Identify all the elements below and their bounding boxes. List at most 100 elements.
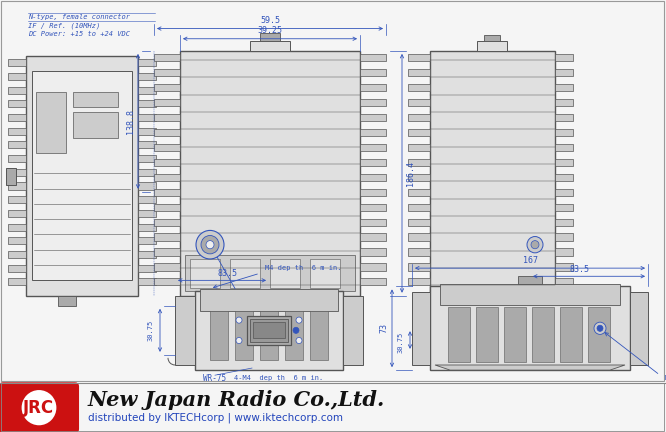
Bar	[8, 182, 26, 190]
Circle shape	[293, 327, 299, 334]
Bar	[630, 292, 648, 365]
Circle shape	[36, 187, 40, 191]
Bar	[8, 155, 26, 162]
Bar	[8, 73, 26, 80]
Bar	[8, 237, 26, 245]
Bar	[154, 69, 180, 76]
Bar	[138, 210, 156, 217]
Bar	[195, 291, 343, 370]
Bar	[6, 168, 16, 184]
Bar	[32, 71, 132, 280]
Circle shape	[527, 237, 543, 253]
Text: 4-M4  dep th  6 m in.: 4-M4 dep th 6 m in.	[234, 375, 324, 381]
Bar	[430, 286, 630, 370]
Bar	[26, 56, 138, 295]
Bar	[255, 295, 285, 306]
Bar	[138, 127, 156, 135]
Bar	[250, 41, 290, 51]
Text: JRC: JRC	[23, 399, 55, 417]
Bar	[260, 311, 278, 360]
Bar	[555, 69, 573, 76]
Text: IF / Ref. (10MHz): IF / Ref. (10MHz)	[28, 22, 101, 29]
Bar	[138, 278, 156, 286]
Bar	[555, 233, 573, 241]
Bar	[360, 203, 386, 211]
Bar	[555, 203, 573, 211]
Bar	[555, 219, 573, 226]
Bar	[360, 278, 386, 286]
Bar	[8, 141, 26, 149]
Bar	[560, 307, 582, 362]
Bar	[154, 219, 180, 226]
Circle shape	[236, 317, 242, 323]
Bar	[408, 114, 430, 121]
Bar	[555, 144, 573, 151]
Bar	[230, 259, 260, 288]
Bar	[175, 295, 195, 365]
Bar	[154, 189, 180, 196]
Bar	[154, 278, 180, 286]
Bar	[138, 265, 156, 272]
Bar	[8, 59, 26, 66]
Bar	[408, 203, 430, 211]
Bar	[555, 189, 573, 196]
Bar	[408, 278, 430, 286]
Circle shape	[594, 322, 606, 334]
Circle shape	[124, 171, 128, 175]
Polygon shape	[435, 365, 625, 370]
Bar	[154, 233, 180, 241]
Bar	[73, 112, 118, 138]
Bar	[408, 264, 430, 270]
Circle shape	[236, 337, 242, 343]
Circle shape	[124, 248, 128, 252]
Circle shape	[206, 241, 214, 249]
Text: M4  dep th  6 m in.: M4 dep th 6 m in.	[665, 375, 666, 381]
Text: 83.5: 83.5	[570, 265, 590, 273]
Circle shape	[531, 241, 539, 249]
Bar	[360, 84, 386, 91]
Circle shape	[36, 232, 40, 237]
Bar	[8, 265, 26, 272]
Bar	[555, 54, 573, 61]
Bar	[430, 51, 555, 295]
Bar	[8, 223, 26, 231]
Bar	[138, 155, 156, 162]
Bar	[138, 59, 156, 66]
Bar	[8, 251, 26, 258]
Bar	[190, 259, 220, 288]
Bar	[360, 69, 386, 76]
Bar	[360, 54, 386, 61]
Bar	[154, 144, 180, 151]
Bar	[360, 174, 386, 181]
Bar	[476, 307, 498, 362]
Text: 83.5: 83.5	[217, 269, 237, 278]
Bar	[408, 144, 430, 151]
Bar	[360, 219, 386, 226]
Bar	[555, 114, 573, 121]
Bar	[185, 255, 355, 291]
Circle shape	[29, 277, 35, 284]
Bar	[154, 129, 180, 136]
Bar	[138, 86, 156, 94]
Bar	[360, 129, 386, 136]
Bar	[138, 169, 156, 176]
Bar	[555, 264, 573, 270]
Bar	[58, 295, 76, 306]
Bar	[518, 276, 542, 284]
Bar	[8, 169, 26, 176]
Bar	[310, 311, 328, 360]
Bar	[138, 100, 156, 108]
Circle shape	[129, 68, 135, 75]
Bar	[555, 84, 573, 91]
Bar	[154, 264, 180, 270]
Bar	[408, 248, 430, 256]
Circle shape	[129, 277, 135, 284]
Bar	[200, 289, 338, 311]
Circle shape	[36, 217, 40, 221]
Bar	[408, 189, 430, 196]
Bar	[532, 307, 554, 362]
Bar	[138, 73, 156, 80]
Bar	[36, 92, 66, 153]
Bar	[8, 210, 26, 217]
Bar	[73, 92, 118, 107]
